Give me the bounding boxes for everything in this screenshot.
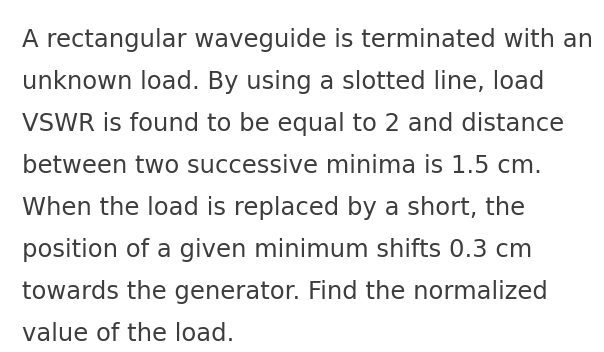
Text: between two successive minima is 1.5 cm.: between two successive minima is 1.5 cm. [22, 154, 542, 178]
Text: A rectangular waveguide is terminated with an: A rectangular waveguide is terminated wi… [22, 28, 593, 52]
Text: VSWR is found to be equal to 2 and distance: VSWR is found to be equal to 2 and dista… [22, 112, 564, 136]
Text: unknown load. By using a slotted line, load: unknown load. By using a slotted line, l… [22, 70, 544, 94]
Text: When the load is replaced by a short, the: When the load is replaced by a short, th… [22, 196, 525, 220]
Text: value of the load.: value of the load. [22, 322, 234, 346]
Text: towards the generator. Find the normalized: towards the generator. Find the normaliz… [22, 280, 548, 304]
Text: position of a given minimum shifts 0.3 cm: position of a given minimum shifts 0.3 c… [22, 238, 532, 262]
